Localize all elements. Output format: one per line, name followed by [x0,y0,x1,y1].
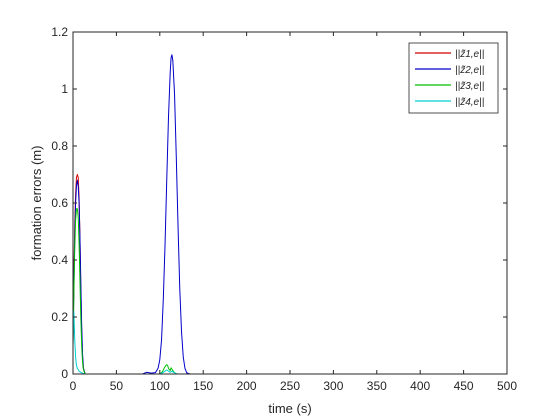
y-tick-label: 1.2 [51,25,68,39]
legend: ||z̃1,e|| ||z̃2,e|| ||z̃3,e|| ||z̃4,e|| [408,42,499,114]
series-line-2 [72,54,507,375]
legend-label-1: ||z̃1,e|| [455,49,484,60]
legend-label-3: ||z̃3,e|| [455,81,484,92]
y-tick-label: 0.4 [51,253,68,267]
ticks-layer: 0 50 100 150 200 250 300 350 400 450 500 0 0.2 0.4 0.6… [51,25,517,393]
x-tick-label: 150 [193,379,213,393]
x-tick-label: 200 [237,379,257,393]
x-tick-label: 400 [410,379,430,393]
y-tick-label: 1 [61,82,68,96]
y-tick-label: 0.6 [51,196,68,210]
x-tick-label: 350 [367,379,387,393]
y-tick-label: 0.8 [51,139,68,153]
x-tick-label: 250 [280,379,300,393]
x-tick-label: 50 [110,379,124,393]
x-axis-label: time (s) [268,401,311,416]
y-tick-label: 0 [61,367,68,381]
x-tick-label: 450 [454,379,474,393]
x-tick-label: 100 [150,379,170,393]
x-tick-label: 0 [70,379,77,393]
x-tick-label: 300 [323,379,343,393]
legend-label-2: ||z̃2,e|| [455,65,484,76]
y-tick-label: 0.2 [51,310,68,324]
y-axis-label: formation errors (m) [29,146,44,261]
legend-label-4: ||z̃4,e|| [455,97,484,108]
x-tick-label: 500 [497,379,517,393]
